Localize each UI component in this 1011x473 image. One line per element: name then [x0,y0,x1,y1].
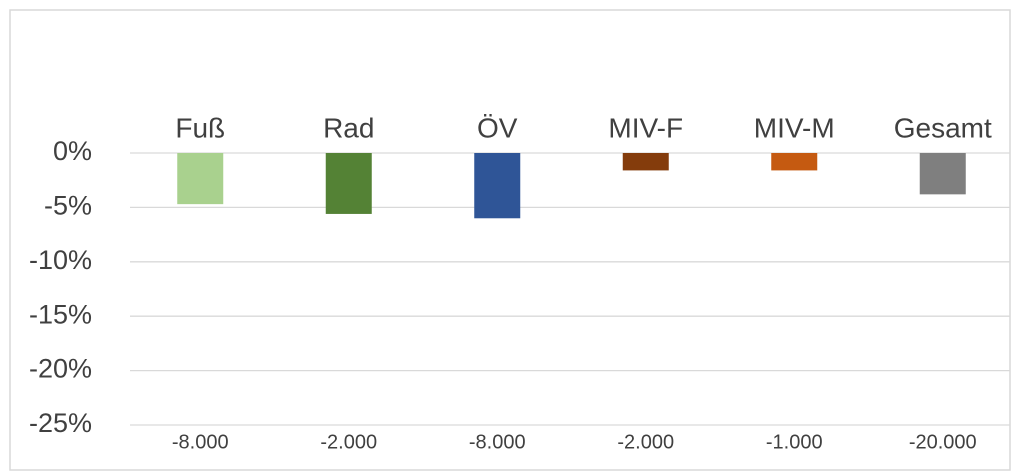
bar [474,153,521,219]
y-tick-label: -20% [29,354,92,384]
bar [325,153,372,214]
bottom-label: -8.000 [469,431,526,453]
category-label: MIV-F [608,112,683,143]
bar [919,153,966,195]
category-label: MIV-M [754,112,835,143]
bottom-label: -8.000 [172,431,229,453]
y-tick-label: 0% [53,136,92,166]
y-tick-label: -25% [29,408,92,438]
bar [771,153,818,171]
chart-border [9,9,1011,471]
bar [177,153,224,205]
category-label: ÖV [477,112,518,143]
y-tick-label: -15% [29,299,92,329]
bottom-label: -20.000 [909,431,977,453]
y-tick-label: -5% [44,191,92,221]
bottom-label: -1.000 [766,431,823,453]
category-label: Gesamt [894,112,992,143]
bottom-label: -2.000 [320,431,377,453]
bottom-label: -2.000 [617,431,674,453]
category-label: Rad [323,112,374,143]
bar [622,153,669,171]
category-label: Fuß [175,112,225,143]
y-tick-label: -10% [29,245,92,275]
